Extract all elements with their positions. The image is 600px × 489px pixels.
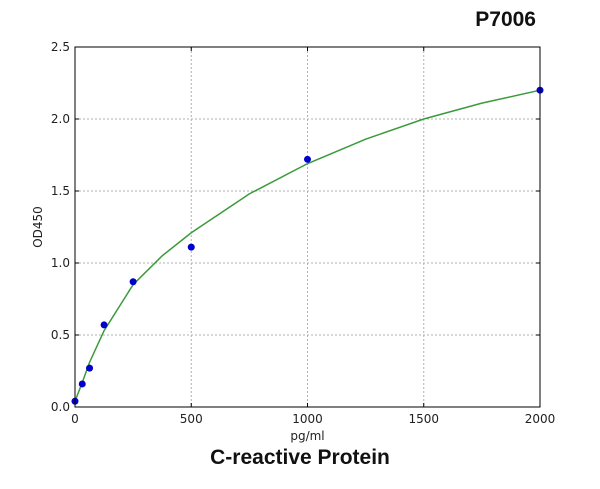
product-code: P7006 (475, 8, 536, 31)
data-point (78, 380, 86, 388)
x-tick-label: 2000 (525, 412, 556, 426)
fit-curve (74, 89, 541, 402)
fit-curve-group (74, 89, 541, 402)
x-tick-label: 0 (71, 412, 79, 426)
grid-lines (75, 47, 540, 407)
y-tick-label: 1.5 (51, 184, 70, 198)
y-tick-label: 0.5 (51, 328, 70, 342)
x-axis-label: pg/ml (290, 429, 324, 443)
x-tick-label: 1500 (408, 412, 439, 426)
data-point (100, 321, 108, 329)
x-tick-label: 500 (180, 412, 203, 426)
y-axis-label: OD450 (31, 206, 45, 248)
data-point (304, 155, 311, 163)
data-point (187, 243, 195, 251)
y-tick-label: 1.0 (51, 256, 70, 270)
data-point (86, 364, 94, 372)
x-axis-ticks: 0 500 1000 1500 2000 (71, 47, 555, 426)
y-tick-label: 2.0 (51, 112, 70, 126)
data-points-group (71, 86, 544, 405)
x-tick-label: 1000 (292, 412, 323, 426)
y-tick-label: 0.0 (51, 400, 70, 414)
y-axis-ticks: 0.0 0.5 1.0 1.5 2.0 2.5 (51, 40, 540, 414)
chart-title: C-reactive Protein (210, 446, 390, 469)
data-point (129, 278, 137, 286)
y-tick-label: 2.5 (51, 40, 70, 54)
